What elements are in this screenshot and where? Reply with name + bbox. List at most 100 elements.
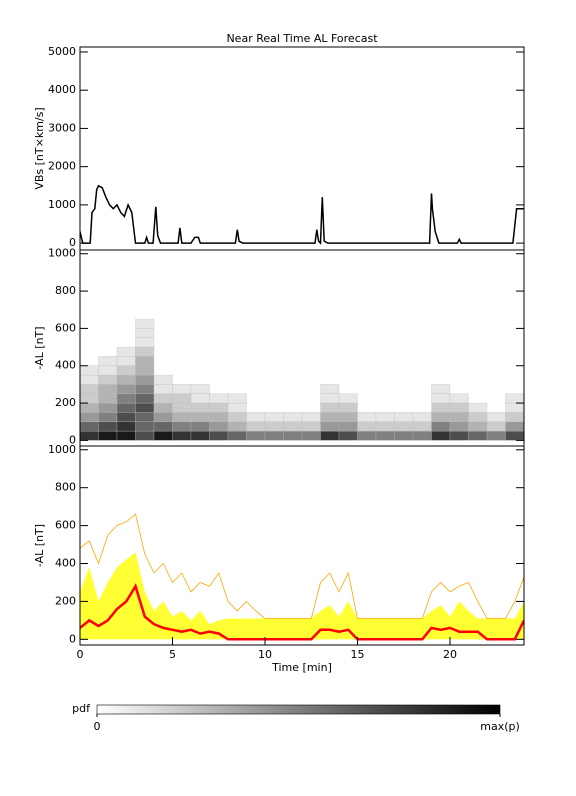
heatmap-cell	[190, 421, 210, 432]
plot-area	[80, 184, 524, 245]
y-tick-label: 0	[69, 632, 76, 645]
heatmap-cell	[209, 412, 229, 422]
y-axis-label: -AL [nT]	[33, 326, 46, 369]
y-tick-label: 400	[55, 359, 76, 372]
x-tick-label: 15	[351, 648, 365, 661]
heatmap-cell	[116, 393, 136, 404]
heatmap-cell	[394, 421, 414, 432]
heatmap-cell	[80, 421, 99, 432]
heatmap-cell	[172, 384, 192, 394]
y-tick-label: 200	[55, 594, 76, 607]
heatmap-cell	[431, 402, 451, 413]
x-tick-label: 0	[77, 648, 84, 661]
x-tick-label: 20	[443, 648, 457, 661]
heatmap-cell	[98, 384, 118, 394]
heatmap-cell	[98, 356, 118, 366]
y-tick-label: 200	[55, 396, 76, 409]
y-axis-label: VBs [nT×km/s]	[33, 107, 46, 189]
y-tick-label: 3000	[48, 121, 76, 134]
y-tick-label: 5000	[48, 45, 76, 58]
line	[80, 583, 524, 641]
heatmap-cell	[190, 393, 210, 404]
heatmap-cell	[468, 421, 488, 432]
heatmap-cell	[486, 412, 506, 422]
heatmap-cell	[301, 430, 321, 441]
heatmap-cell	[116, 356, 136, 366]
heatmap-cell	[172, 393, 192, 404]
heatmap-cell	[375, 421, 395, 432]
heatmap-cell	[357, 430, 377, 441]
heatmap-cell	[135, 402, 155, 413]
heatmap-cell	[264, 421, 284, 432]
y-tick-label: 0	[69, 236, 76, 249]
heatmap-cell	[431, 384, 451, 394]
heatmap-cell	[246, 412, 266, 422]
line	[80, 184, 524, 245]
heatmap-cell	[412, 430, 432, 441]
heatmap-cell	[394, 430, 414, 441]
heatmap-cell	[116, 384, 136, 394]
heatmap-cell	[320, 430, 340, 441]
heatmap-cell	[153, 412, 173, 422]
heatmap-cell	[320, 421, 340, 432]
heatmap-cell	[135, 384, 155, 394]
heatmap-cell	[227, 402, 247, 413]
heatmap-cell	[209, 430, 229, 441]
heatmap-cell	[320, 412, 340, 422]
heatmap-cell	[246, 421, 266, 432]
heatmap-cell	[135, 346, 155, 357]
y-tick-label: 1000	[48, 198, 76, 211]
colorbar-tick-label: 0	[94, 720, 101, 733]
heatmap-cell	[357, 421, 377, 432]
y-axis-label: -AL [nT]	[33, 524, 46, 567]
heatmap-cell	[468, 412, 488, 422]
heatmap-cell	[412, 412, 432, 422]
heatmap-cell	[135, 393, 155, 404]
x-tick-label: 5	[169, 648, 176, 661]
heatmap-cell	[209, 421, 229, 432]
heatmap-cell	[98, 402, 118, 413]
y-tick-label: 4000	[48, 83, 76, 96]
heatmap-cell	[116, 365, 136, 376]
plot-area	[80, 513, 524, 641]
plot-frame	[79, 46, 525, 251]
heatmap-cell	[412, 421, 432, 432]
heatmap-cell	[172, 402, 192, 413]
x-tick-label: 10	[258, 648, 272, 661]
heatmap-cell	[431, 393, 451, 404]
heatmap-cell	[190, 430, 210, 441]
heatmap-cell	[505, 412, 524, 422]
heatmap-cell	[116, 430, 136, 441]
heatmap-cell	[116, 421, 136, 432]
heatmap-cell	[190, 402, 210, 413]
x-axis-label: Time [min]	[271, 661, 332, 674]
area	[80, 552, 524, 640]
y-tick-label: 800	[55, 481, 76, 494]
heatmap-cell	[135, 421, 155, 432]
heatmap-cell	[98, 412, 118, 422]
y-tick-label: 1000	[48, 247, 76, 260]
heatmap-cell	[209, 393, 229, 404]
heatmap-cell	[301, 421, 321, 432]
heatmap-cell	[486, 421, 506, 432]
heatmap-cell	[227, 430, 247, 441]
heatmap-cell	[449, 402, 469, 413]
heatmap-cell	[505, 402, 524, 413]
heatmap-cell	[375, 412, 395, 422]
heatmap-cell	[153, 421, 173, 432]
heatmap-cell	[264, 412, 284, 422]
plot-area	[80, 318, 524, 441]
heatmap-cell	[135, 412, 155, 422]
heatmap-cell	[98, 421, 118, 432]
heatmap-cell	[80, 430, 99, 441]
y-tick-label: 600	[55, 519, 76, 532]
heatmap-cell	[449, 421, 469, 432]
plot-frame	[79, 445, 525, 646]
heatmap-cell	[98, 365, 118, 376]
heatmap-cell	[320, 402, 340, 413]
heatmap-cell	[227, 412, 247, 422]
heatmap-cell	[468, 430, 488, 441]
heatmap-cell	[283, 421, 303, 432]
heatmap-cell	[264, 430, 284, 441]
